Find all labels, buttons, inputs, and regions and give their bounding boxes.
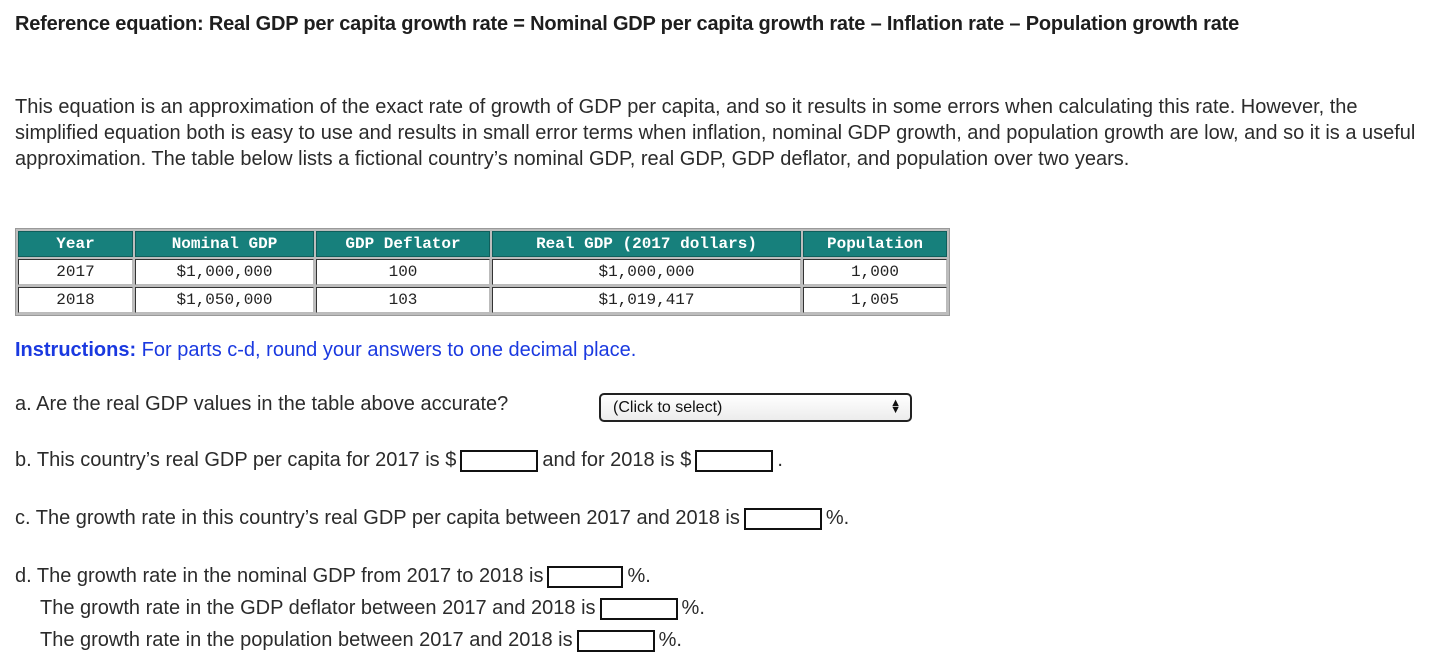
question-d1: d. The growth rate in the nominal GDP fr… [15, 565, 651, 588]
header-gdp-deflator: GDP Deflator [316, 231, 490, 257]
question-a-text: a. Are the real GDP values in the table … [15, 393, 509, 415]
up-down-arrows-icon: ▲ ▼ [890, 397, 901, 416]
table-row: 2017 $1,000,000 100 $1,000,000 1,000 [18, 259, 947, 285]
real-gdp-per-capita-growth-input[interactable] [743, 507, 822, 530]
intro-paragraph: This equation is an approximation of the… [15, 96, 1416, 170]
header-year: Year [18, 231, 133, 257]
question-c-text: c. The growth rate in this country’s rea… [15, 507, 740, 529]
question-b: b. This country’s real GDP per capita fo… [15, 449, 783, 472]
cell-nominal-gdp: $1,000,000 [135, 259, 314, 285]
header-population: Population [803, 231, 947, 257]
question-d1-text: d. The growth rate in the nominal GDP fr… [15, 565, 544, 587]
accuracy-select[interactable]: (Click to select) ▲ ▼ [599, 393, 912, 422]
header-nominal-gdp: Nominal GDP [135, 231, 314, 257]
instructions-text: For parts c-d, round your answers to one… [136, 339, 637, 361]
instructions: Instructions: For parts c-d, round your … [15, 339, 636, 362]
percent-label: %. [681, 597, 705, 619]
question-d2: The growth rate in the GDP deflator betw… [40, 597, 705, 620]
table-header-row: Year Nominal GDP GDP Deflator Real GDP (… [18, 231, 947, 257]
gdp-per-capita-2018-input[interactable] [695, 449, 774, 472]
question-d3: The growth rate in the population betwee… [40, 629, 682, 652]
cell-gdp-deflator: 103 [316, 287, 490, 313]
gdp-table: Year Nominal GDP GDP Deflator Real GDP (… [15, 228, 950, 316]
percent-label: %. [627, 565, 651, 587]
cell-population: 1,000 [803, 259, 947, 285]
percent-label: %. [825, 507, 850, 529]
question-d2-text: The growth rate in the GDP deflator betw… [40, 597, 596, 619]
cell-year: 2017 [18, 259, 133, 285]
cell-year: 2018 [18, 287, 133, 313]
cell-real-gdp: $1,019,417 [492, 287, 801, 313]
cell-nominal-gdp: $1,050,000 [135, 287, 314, 313]
gdp-deflator-growth-input[interactable] [599, 597, 678, 620]
cell-real-gdp: $1,000,000 [492, 259, 801, 285]
reference-equation-heading: Reference equation: Real GDP per capita … [15, 13, 1240, 35]
percent-label: %. [658, 629, 682, 651]
question-b-text-2: and for 2018 is $ [542, 449, 692, 471]
question-b-text-1: b. This country’s real GDP per capita fo… [15, 449, 457, 471]
cell-population: 1,005 [803, 287, 947, 313]
gdp-per-capita-2017-input[interactable] [460, 449, 539, 472]
select-value: (Click to select) [613, 399, 723, 416]
question-d3-text: The growth rate in the population betwee… [40, 629, 573, 651]
nominal-gdp-growth-input[interactable] [547, 565, 624, 588]
question-c: c. The growth rate in this country’s rea… [15, 507, 849, 530]
question-b-text-3: . [777, 449, 783, 471]
instructions-label: Instructions: [15, 339, 137, 361]
cell-gdp-deflator: 100 [316, 259, 490, 285]
header-real-gdp: Real GDP (2017 dollars) [492, 231, 801, 257]
population-growth-input[interactable] [576, 629, 655, 652]
question-a: a. Are the real GDP values in the table … [15, 393, 508, 416]
table-row: 2018 $1,050,000 103 $1,019,417 1,005 [18, 287, 947, 313]
